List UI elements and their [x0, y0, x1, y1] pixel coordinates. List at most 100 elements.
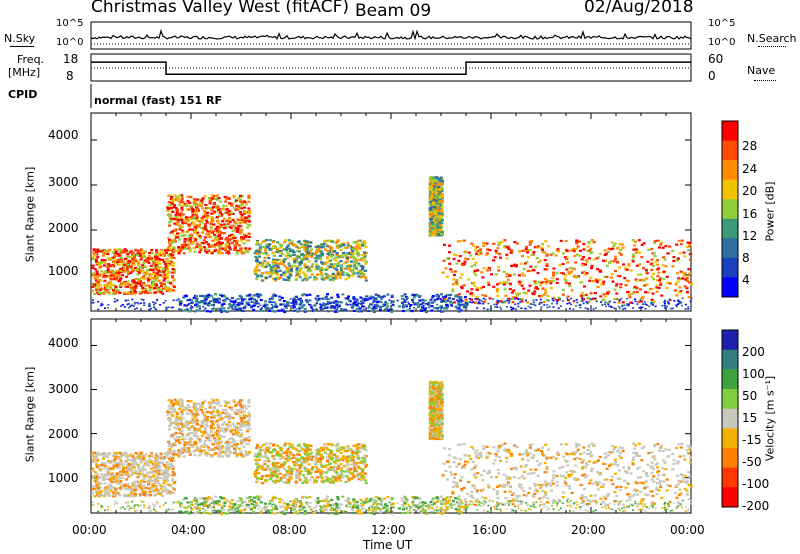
power-cell — [208, 199, 212, 203]
power-cell — [337, 255, 341, 258]
power-cell — [94, 282, 98, 285]
velocity-cell — [305, 460, 309, 464]
velocity-cell — [306, 446, 310, 449]
power-cell — [282, 274, 286, 277]
power-cell — [194, 230, 197, 233]
power-cell — [349, 265, 353, 268]
power-cell — [179, 211, 183, 214]
station-title: Christmas Valley West (fitACF) — [91, 0, 350, 17]
velocity-cell — [315, 466, 319, 469]
power-cell — [212, 223, 216, 226]
velocity-cell — [358, 446, 362, 449]
velocity-cell — [305, 481, 308, 484]
velocity-cell — [157, 464, 161, 467]
velocity-cell — [294, 468, 298, 471]
power-cell — [228, 247, 232, 250]
velocity-cell — [115, 472, 119, 475]
velocity-cell — [96, 481, 100, 484]
power-cell — [310, 273, 314, 276]
velocity-cell — [308, 452, 312, 456]
power-cell — [198, 220, 202, 223]
velocity-cell — [207, 401, 211, 404]
power-cell — [142, 282, 145, 285]
velocity-cell — [229, 441, 233, 444]
power-cell — [123, 248, 127, 251]
power-cell — [173, 238, 177, 241]
velocity-cell — [360, 457, 364, 460]
velocity-cell — [255, 446, 259, 449]
power-cell — [149, 291, 153, 294]
velocity-cell — [329, 462, 333, 465]
velocity-cell — [142, 480, 146, 483]
velocity-cell — [102, 478, 105, 481]
velocity-cell — [169, 444, 172, 447]
power-cell — [178, 238, 182, 241]
power-cell — [115, 276, 119, 279]
velocity-cell — [181, 449, 184, 452]
velocity-cell — [126, 485, 130, 488]
velocity-cell — [220, 417, 224, 420]
velocity-cell — [335, 455, 339, 458]
power-cell — [298, 256, 302, 259]
power-cell — [300, 258, 304, 261]
power-cell — [313, 278, 317, 281]
velocity-cell — [360, 478, 364, 482]
velocity-cell — [272, 470, 276, 473]
power-cell — [278, 269, 282, 272]
velocity-cell — [215, 438, 219, 442]
velocity-cell — [305, 453, 309, 456]
velocity-cell — [91, 485, 95, 488]
power-cell — [228, 213, 232, 216]
velocity-cell — [274, 469, 278, 473]
velocity-cell — [215, 408, 219, 411]
power-cell — [185, 202, 189, 205]
velocity-cell — [257, 455, 261, 458]
velocity-cell — [187, 448, 191, 451]
power-cell — [275, 248, 279, 252]
power-cell — [105, 275, 109, 278]
power-cell — [440, 182, 444, 185]
velocity-cell — [194, 441, 198, 444]
velocity-cell — [198, 424, 202, 427]
power-cell — [433, 195, 437, 198]
power-cell — [151, 281, 155, 284]
power-cell — [156, 268, 160, 271]
power-cell — [244, 233, 248, 236]
power-cell — [166, 209, 170, 212]
velocity-cell — [108, 467, 112, 470]
velocity-cell — [315, 458, 319, 461]
power-cell — [306, 245, 310, 248]
power-cell — [222, 232, 226, 235]
power-cell — [324, 239, 328, 243]
power-cell — [203, 215, 206, 218]
power-cell — [255, 265, 259, 269]
power-cell — [238, 211, 242, 214]
velocity-cell — [220, 429, 224, 432]
velocity-cell — [142, 491, 146, 494]
power-cell — [174, 213, 178, 217]
power-cell — [364, 279, 368, 282]
power-cell — [174, 228, 178, 231]
velocity-cell — [175, 400, 179, 403]
velocity-cell — [159, 484, 163, 487]
velocity-cell — [93, 487, 97, 490]
power-cell — [160, 283, 164, 286]
velocity-cell — [293, 462, 297, 465]
velocity-cell — [261, 464, 265, 467]
velocity-cell — [305, 443, 309, 446]
power-cell — [291, 249, 294, 252]
velocity-cell — [91, 492, 95, 495]
power-cell — [132, 254, 136, 257]
velocity-cell — [138, 457, 142, 460]
velocity-cell — [276, 468, 280, 471]
nave-tick-bottom: 0 — [708, 69, 716, 83]
velocity-cell — [187, 421, 191, 424]
power-cell — [435, 199, 439, 202]
velocity-cell — [180, 399, 184, 402]
power-cell — [156, 257, 160, 260]
power-cell — [197, 245, 201, 248]
power-cell — [256, 269, 260, 272]
power-cell — [134, 277, 138, 281]
velocity-cell — [237, 409, 241, 412]
velocity-cell — [173, 442, 177, 445]
